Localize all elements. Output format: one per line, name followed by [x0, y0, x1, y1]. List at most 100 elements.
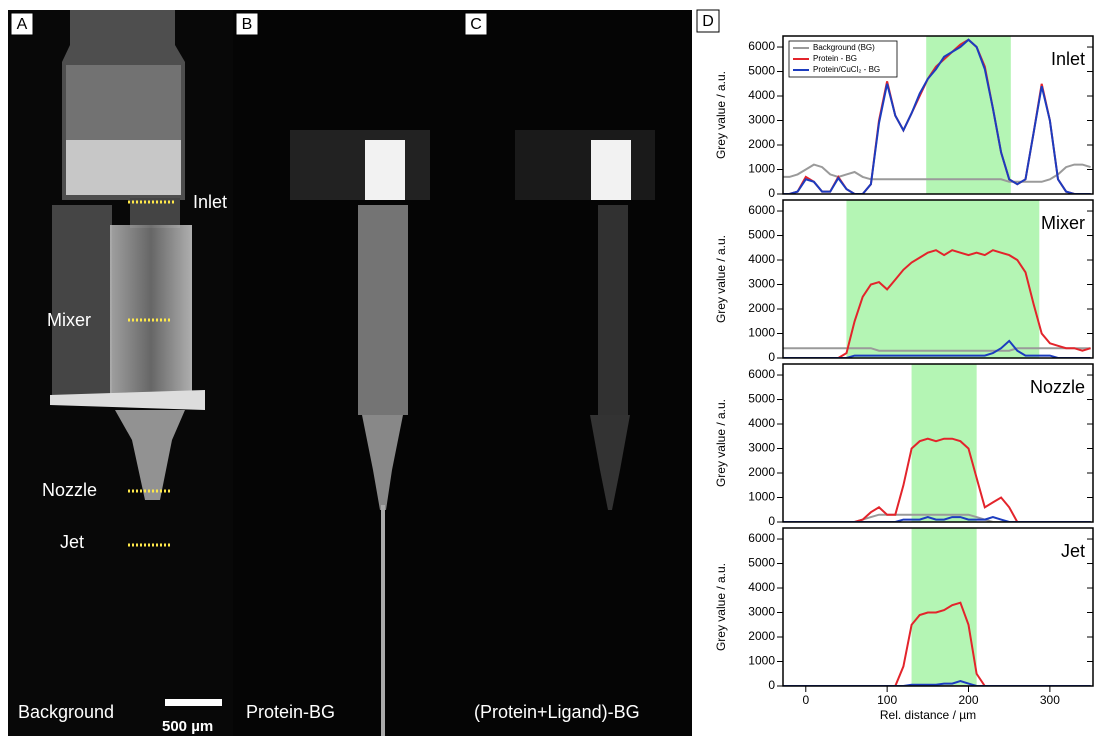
mixer-left	[52, 205, 112, 395]
plot-frame	[782, 35, 1094, 195]
highlight-span	[846, 200, 1040, 358]
letter-box	[696, 9, 720, 33]
y-tick-label: 1000	[748, 654, 775, 668]
series-line	[783, 437, 1091, 522]
y-tick-label: 2000	[748, 301, 775, 315]
y-tick-label: 1000	[748, 326, 775, 340]
line-chart: 0 1000 2000 3000 4000 5000 6000 0 100 200 300 Rel. …	[714, 527, 1094, 722]
x-tick-label: 200	[958, 693, 978, 707]
y-tick-label: 5000	[748, 392, 775, 406]
y-tick-label: 3000	[748, 441, 775, 455]
caption: Background	[18, 702, 114, 722]
series-line	[783, 163, 1091, 183]
chart-title: Inlet	[1051, 49, 1085, 69]
series-line	[783, 601, 1091, 686]
y-tick-label: 6000	[748, 203, 775, 217]
jet	[381, 505, 385, 736]
plot-frame	[782, 199, 1094, 359]
bright-inlet	[591, 140, 631, 200]
micrograph	[462, 10, 692, 736]
mixer	[358, 205, 408, 415]
inlet-bright	[66, 140, 181, 195]
chart-title: Mixer	[1041, 213, 1085, 233]
y-tick-label: 3000	[748, 113, 775, 127]
y-axis-label: Grey value / a.u.	[714, 235, 728, 323]
y-tick-label: 0	[768, 678, 775, 692]
highlight-span	[911, 528, 977, 686]
chart-title: Nozzle	[1030, 377, 1085, 397]
y-tick-label: 1000	[748, 490, 775, 504]
highlight-span	[911, 364, 977, 522]
y-axis-label: Grey value / a.u.	[714, 399, 728, 487]
y-tick-label: 4000	[748, 88, 775, 102]
y-tick-label: 6000	[748, 531, 775, 545]
plot-frame	[782, 363, 1094, 523]
scale-bar	[165, 699, 222, 706]
x-tick-label: 100	[877, 693, 897, 707]
faint-block	[515, 130, 655, 200]
y-axis-label: Grey value / a.u.	[714, 71, 728, 159]
nozzle	[590, 415, 630, 510]
series-line	[783, 347, 1091, 352]
channel	[130, 198, 180, 228]
markers	[128, 200, 176, 547]
y-tick-label: 4000	[748, 252, 775, 266]
position-label: Nozzle	[42, 480, 97, 500]
y-tick-label: 2000	[748, 629, 775, 643]
y-tick-label: 6000	[748, 367, 775, 381]
scale-label: 500 µm	[162, 718, 213, 735]
faint-block	[290, 130, 430, 200]
y-tick-label: 3000	[748, 277, 775, 291]
legend-label: Protein - BG	[813, 54, 857, 63]
letter-box	[10, 12, 34, 36]
y-tick-label: 2000	[748, 137, 775, 151]
series-line	[783, 516, 1091, 522]
position-label: Mixer	[47, 310, 91, 330]
line-chart: 0 1000 2000 3000 4000 5000 6000 Grey value / a.…	[714, 363, 1094, 528]
letter-box	[464, 12, 488, 36]
caption: Protein-BG	[246, 702, 335, 722]
y-tick-label: 5000	[748, 556, 775, 570]
letter-box	[235, 12, 259, 36]
position-label: Jet	[60, 532, 84, 552]
panel-letter: C	[470, 16, 482, 33]
series-line	[783, 249, 1091, 358]
series-line	[783, 339, 1091, 358]
panel-letter: B	[242, 16, 253, 33]
y-tick-label: 0	[768, 186, 775, 200]
y-tick-label: 2000	[748, 465, 775, 479]
nozzle	[115, 410, 185, 500]
inlet-window	[66, 65, 181, 140]
panel-c: C (Protein+Ligand)-BG	[462, 10, 692, 736]
legend-label: Protein/CuCl₂ - BG	[813, 65, 880, 74]
line-chart: 0 1000 2000 3000 4000 5000 6000 Grey value / a.…	[714, 35, 1094, 200]
series-line	[783, 513, 1091, 522]
bright-inlet	[365, 140, 405, 200]
y-tick-label: 6000	[748, 39, 775, 53]
line-chart: 0 1000 2000 3000 4000 5000 6000 Grey value / a.…	[714, 199, 1094, 364]
mixer-base	[50, 390, 205, 410]
micrograph	[233, 10, 462, 736]
series-line	[783, 38, 1091, 194]
caption: (Protein+Ligand)-BG	[474, 702, 640, 722]
series-line	[783, 680, 1091, 686]
x-axis-label: Rel. distance / µm	[880, 708, 976, 722]
panel-letter: A	[17, 16, 28, 33]
panel-b: B Protein-BG	[233, 10, 462, 736]
x-tick-label: 300	[1040, 693, 1060, 707]
mixer-block	[110, 225, 192, 395]
x-tick-label: 0	[802, 693, 809, 707]
panel-a: A Inlet Mixer Nozzle Jet Background 500 …	[8, 10, 233, 736]
position-label: Inlet	[193, 192, 227, 212]
panel-letter: D	[702, 13, 714, 30]
nozzle	[362, 415, 403, 510]
y-axis-label: Grey value / a.u.	[714, 563, 728, 651]
y-tick-label: 5000	[748, 228, 775, 242]
highlight-span	[926, 36, 1011, 194]
mixer	[598, 205, 628, 415]
y-tick-label: 0	[768, 350, 775, 364]
chart-title: Jet	[1061, 541, 1085, 561]
